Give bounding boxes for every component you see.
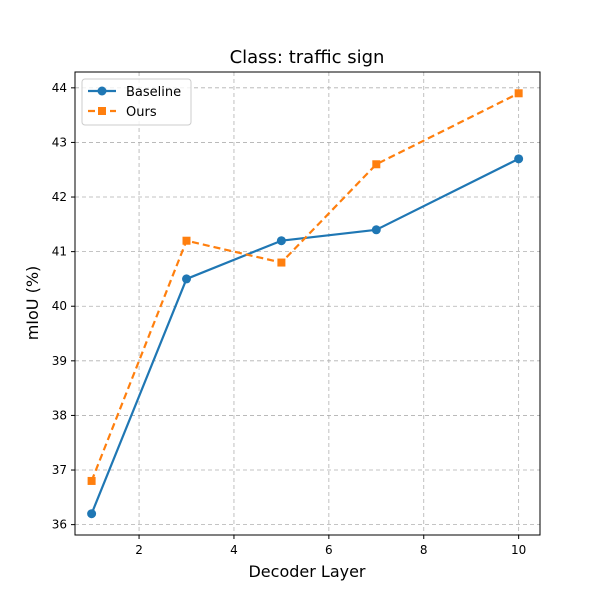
x-axis-title: Decoder Layer [248,562,365,581]
ours-point [87,476,96,485]
legend-item-baseline: Baseline [88,85,181,100]
legend-label: Ours [126,105,157,120]
x-tick-label: 6 [325,543,333,557]
ours-point [277,258,286,267]
legend-item-ours: Ours [88,105,157,120]
grid [75,72,540,535]
plot-frame [74,71,541,536]
baseline-line [90,157,520,515]
x-tick-label: 8 [420,543,428,557]
legend: Baseline Ours [81,78,192,126]
ours-point [372,160,381,169]
y-tick-label: 41 [52,245,67,259]
baseline-point [182,274,192,284]
ours-point [514,89,523,98]
ticks: 2 4 6 8 10 36 37 38 39 40 41 42 43 44 [52,81,527,557]
legend-label: Baseline [126,85,181,100]
y-tick-label: 42 [52,190,67,204]
y-tick-label: 44 [52,81,67,95]
y-tick-label: 36 [52,518,67,532]
legend-marker [98,107,106,115]
ours-line [90,92,520,482]
baseline-point [371,225,381,235]
ours-point [182,236,191,245]
x-tick-label: 4 [230,543,238,557]
y-tick-label: 39 [52,354,67,368]
x-tick-label: 2 [135,543,143,557]
legend-marker [97,86,107,96]
baseline-point [514,154,524,164]
chart-title: Class: traffic sign [230,47,385,68]
y-tick-label: 38 [52,408,67,422]
series-baseline [87,154,524,519]
y-tick-label: 43 [52,135,67,149]
baseline-point [276,236,286,246]
y-tick-label: 37 [52,463,67,477]
series-ours [87,89,523,485]
series-layer [87,89,524,519]
y-tick-label: 40 [52,299,67,313]
y-axis-title: mIoU (%) [23,266,42,341]
x-tick-label: 10 [511,543,526,557]
baseline-point [87,509,97,519]
